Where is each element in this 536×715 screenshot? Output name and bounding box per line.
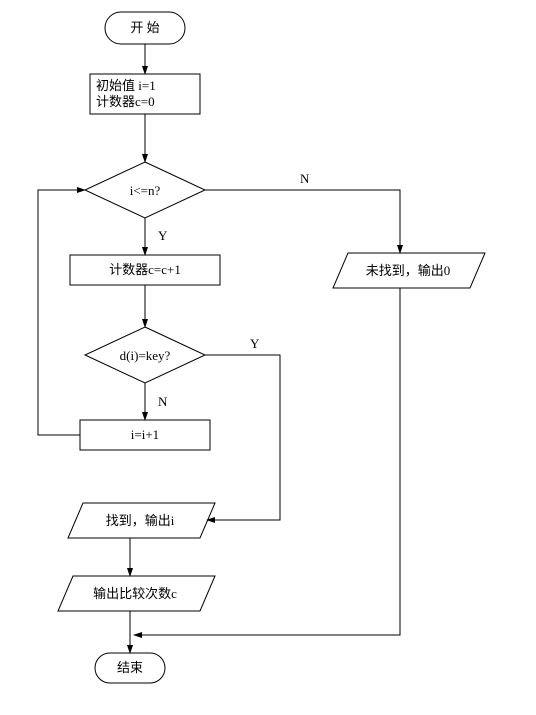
- edge-condkey-found: [205, 355, 280, 520]
- edge-condn-notfound: [205, 190, 400, 253]
- node-notfound-label: 未找到，输出0: [366, 263, 451, 278]
- edge-label-condkey-y: Y: [250, 336, 260, 351]
- node-cond-n-label: i<=n?: [130, 183, 161, 198]
- node-cond-key-label: d(i)=key?: [120, 348, 171, 363]
- node-start: 开 始: [105, 12, 185, 44]
- edge-label-condn-y: Y: [158, 228, 168, 243]
- node-out-c-label: 输出比较次数c: [93, 586, 177, 601]
- node-inc-c: 计数器c=c+1: [70, 255, 220, 285]
- node-inc-i: i=i+1: [80, 420, 210, 450]
- node-end: 结束: [95, 653, 165, 683]
- edge-label-condn-n: N: [300, 171, 310, 186]
- node-init: 初始值 i=1 计数器c=0: [90, 74, 200, 114]
- node-start-label: 开 始: [130, 20, 159, 35]
- edge-inci-loop: [38, 190, 85, 435]
- node-init-line2: 计数器c=0: [96, 94, 155, 109]
- node-cond-key: d(i)=key?: [85, 327, 205, 383]
- node-init-line1: 初始值 i=1: [96, 78, 156, 93]
- node-inc-i-label: i=i+1: [131, 427, 159, 442]
- node-cond-n: i<=n?: [85, 162, 205, 218]
- edge-label-condkey-n: N: [158, 394, 168, 409]
- node-inc-c-label: 计数器c=c+1: [109, 262, 181, 277]
- node-found-label: 找到，输出i: [106, 513, 175, 528]
- flowchart-canvas: 开 始 初始值 i=1 计数器c=0 i<=n? 计数器c=c+1 d(i)=k…: [0, 0, 536, 715]
- node-end-label: 结束: [117, 660, 143, 675]
